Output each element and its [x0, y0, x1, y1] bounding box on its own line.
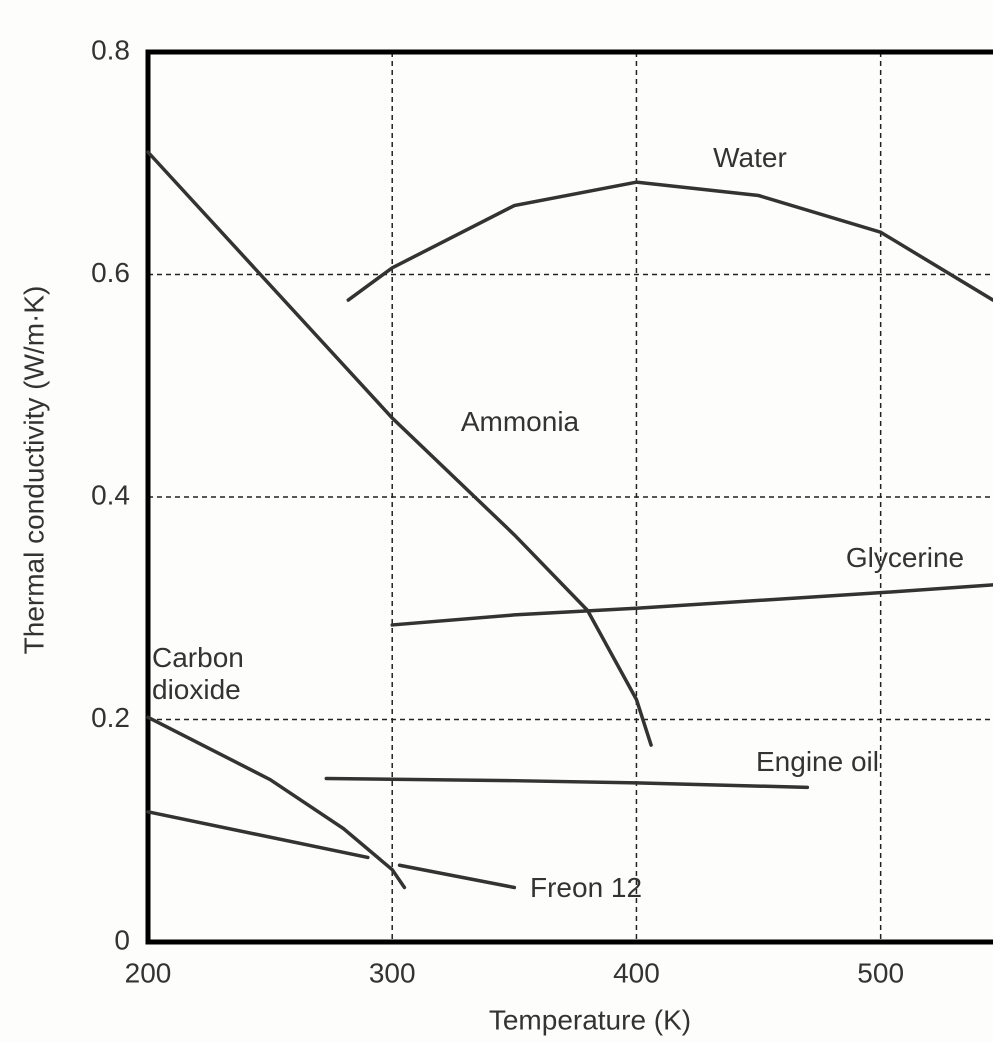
series-label: Carbon dioxide [152, 642, 244, 705]
y-tick-label: 0.6 [91, 257, 130, 288]
series-label: Glycerine [845, 542, 965, 573]
y-tick-label: 0.8 [91, 34, 130, 65]
x-axis-title: Temperature (K) [489, 1004, 691, 1035]
x-tick-label: 500 [857, 957, 904, 988]
x-tick-label: 300 [369, 957, 416, 988]
series-label: Water [713, 142, 787, 173]
x-tick-label: 400 [613, 957, 660, 988]
series-line [146, 810, 517, 890]
y-tick-label: 0 [114, 924, 130, 955]
y-axis-title: Thermal conductivity (W/m·K) [18, 286, 49, 655]
axis-frame [145, 49, 993, 945]
y-tick-label: 0.4 [91, 479, 130, 510]
series-label: Engine oil [756, 746, 879, 777]
series-line [146, 715, 407, 890]
y-tick-label: 0.2 [91, 702, 130, 733]
x-tick-label: 200 [125, 957, 172, 988]
series-line [390, 583, 993, 627]
series-line [324, 776, 810, 790]
series-line [146, 150, 653, 747]
series-label: Freon 12 [530, 872, 643, 903]
series-label: Ammonia [460, 406, 580, 437]
series-line [346, 180, 993, 302]
